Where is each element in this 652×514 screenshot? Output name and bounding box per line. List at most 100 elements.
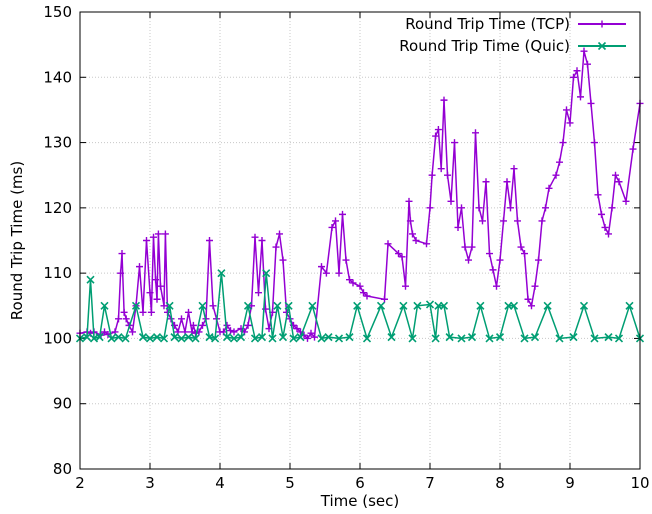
x-tick-label: 5: [285, 474, 295, 492]
y-tick-label: 140: [43, 68, 72, 86]
data-point: [580, 47, 588, 55]
data-point: [244, 321, 252, 329]
y-tick-label: 120: [43, 199, 72, 217]
data-point: [408, 334, 417, 343]
data-point: [495, 333, 505, 342]
data-point: [584, 60, 591, 68]
data-point: [496, 256, 504, 264]
data-point: [339, 210, 346, 218]
data-point: [268, 334, 277, 343]
data-point: [594, 191, 602, 199]
data-point: [143, 237, 150, 244]
data-point: [608, 204, 616, 212]
data-point: [622, 197, 630, 205]
data-point: [615, 178, 623, 186]
data-point: [118, 250, 126, 258]
data-point: [211, 334, 220, 343]
data-point: [598, 210, 605, 218]
data-point: [493, 282, 500, 290]
data-point: [467, 333, 477, 342]
data-point: [425, 300, 435, 309]
data-point: [577, 93, 584, 101]
data-point: [342, 256, 350, 264]
data-point: [503, 178, 511, 186]
data-point: [346, 276, 353, 284]
data-point: [100, 301, 109, 310]
data-point: [229, 334, 239, 343]
data-point: [217, 269, 226, 278]
data-point: [185, 308, 192, 316]
data-point: [178, 315, 185, 323]
y-tick-label: 90: [53, 395, 72, 413]
data-point: [517, 243, 525, 251]
data-point: [160, 302, 168, 310]
data-point: [129, 328, 136, 336]
data-point: [604, 333, 613, 342]
data-point: [191, 334, 200, 343]
data-point: [423, 240, 430, 248]
data-point: [457, 334, 466, 343]
data-point: [177, 334, 186, 343]
data-point: [479, 217, 486, 225]
data-point: [530, 333, 540, 342]
data-point: [276, 230, 283, 238]
data-point: [444, 171, 451, 179]
data-point: [472, 129, 479, 137]
data-point: [120, 308, 128, 316]
data-point: [563, 106, 570, 114]
data-point: [376, 301, 386, 310]
x-tick-label: 6: [355, 474, 365, 492]
y-axis-label: Round Trip Time (ms): [8, 161, 26, 320]
data-point: [451, 139, 458, 147]
data-point: [131, 301, 141, 310]
data-point: [412, 237, 420, 244]
data-point: [475, 204, 483, 212]
data-point: [153, 295, 161, 303]
data-point: [145, 334, 155, 343]
data-point: [236, 333, 246, 342]
x-tick-label: 7: [425, 474, 435, 492]
data-point: [398, 253, 406, 261]
data-point: [605, 230, 612, 238]
data-point: [138, 333, 148, 342]
quic-series: [75, 269, 645, 343]
data-point: [612, 171, 619, 179]
data-point: [399, 301, 408, 310]
data-point: [439, 301, 449, 310]
data-point: [273, 301, 282, 310]
data-point: [538, 217, 546, 225]
data-point: [591, 139, 598, 147]
data-point: [159, 334, 169, 343]
data-point: [262, 269, 271, 278]
data-point: [258, 237, 266, 244]
data-point: [335, 269, 343, 277]
legend: Round Trip Time (TCP) Round Trip Time (Q…: [399, 15, 626, 55]
data-point: [184, 333, 193, 342]
data-point: [629, 145, 637, 153]
grid-lines: [79, 11, 641, 470]
data-point: [307, 329, 315, 337]
data-point: [363, 292, 371, 300]
data-point: [147, 308, 155, 316]
x-tick-label: 4: [215, 474, 225, 492]
data-point: [278, 333, 288, 342]
data-point: [543, 301, 552, 310]
data-point: [587, 99, 595, 107]
data-point: [590, 334, 599, 343]
data-point: [161, 230, 169, 238]
data-point: [545, 184, 553, 192]
data-point: [227, 327, 234, 335]
series-line: [79, 50, 641, 340]
data-point: [579, 301, 589, 310]
data-point: [122, 315, 130, 323]
data-point: [114, 333, 123, 342]
data-point: [566, 119, 574, 127]
data-point: [255, 289, 262, 297]
data-point: [279, 256, 287, 264]
legend-marker-quic: [597, 41, 607, 51]
data-point: [510, 165, 518, 173]
data-point: [406, 217, 414, 225]
data-point: [559, 139, 567, 147]
y-tick-label: 110: [43, 264, 72, 282]
